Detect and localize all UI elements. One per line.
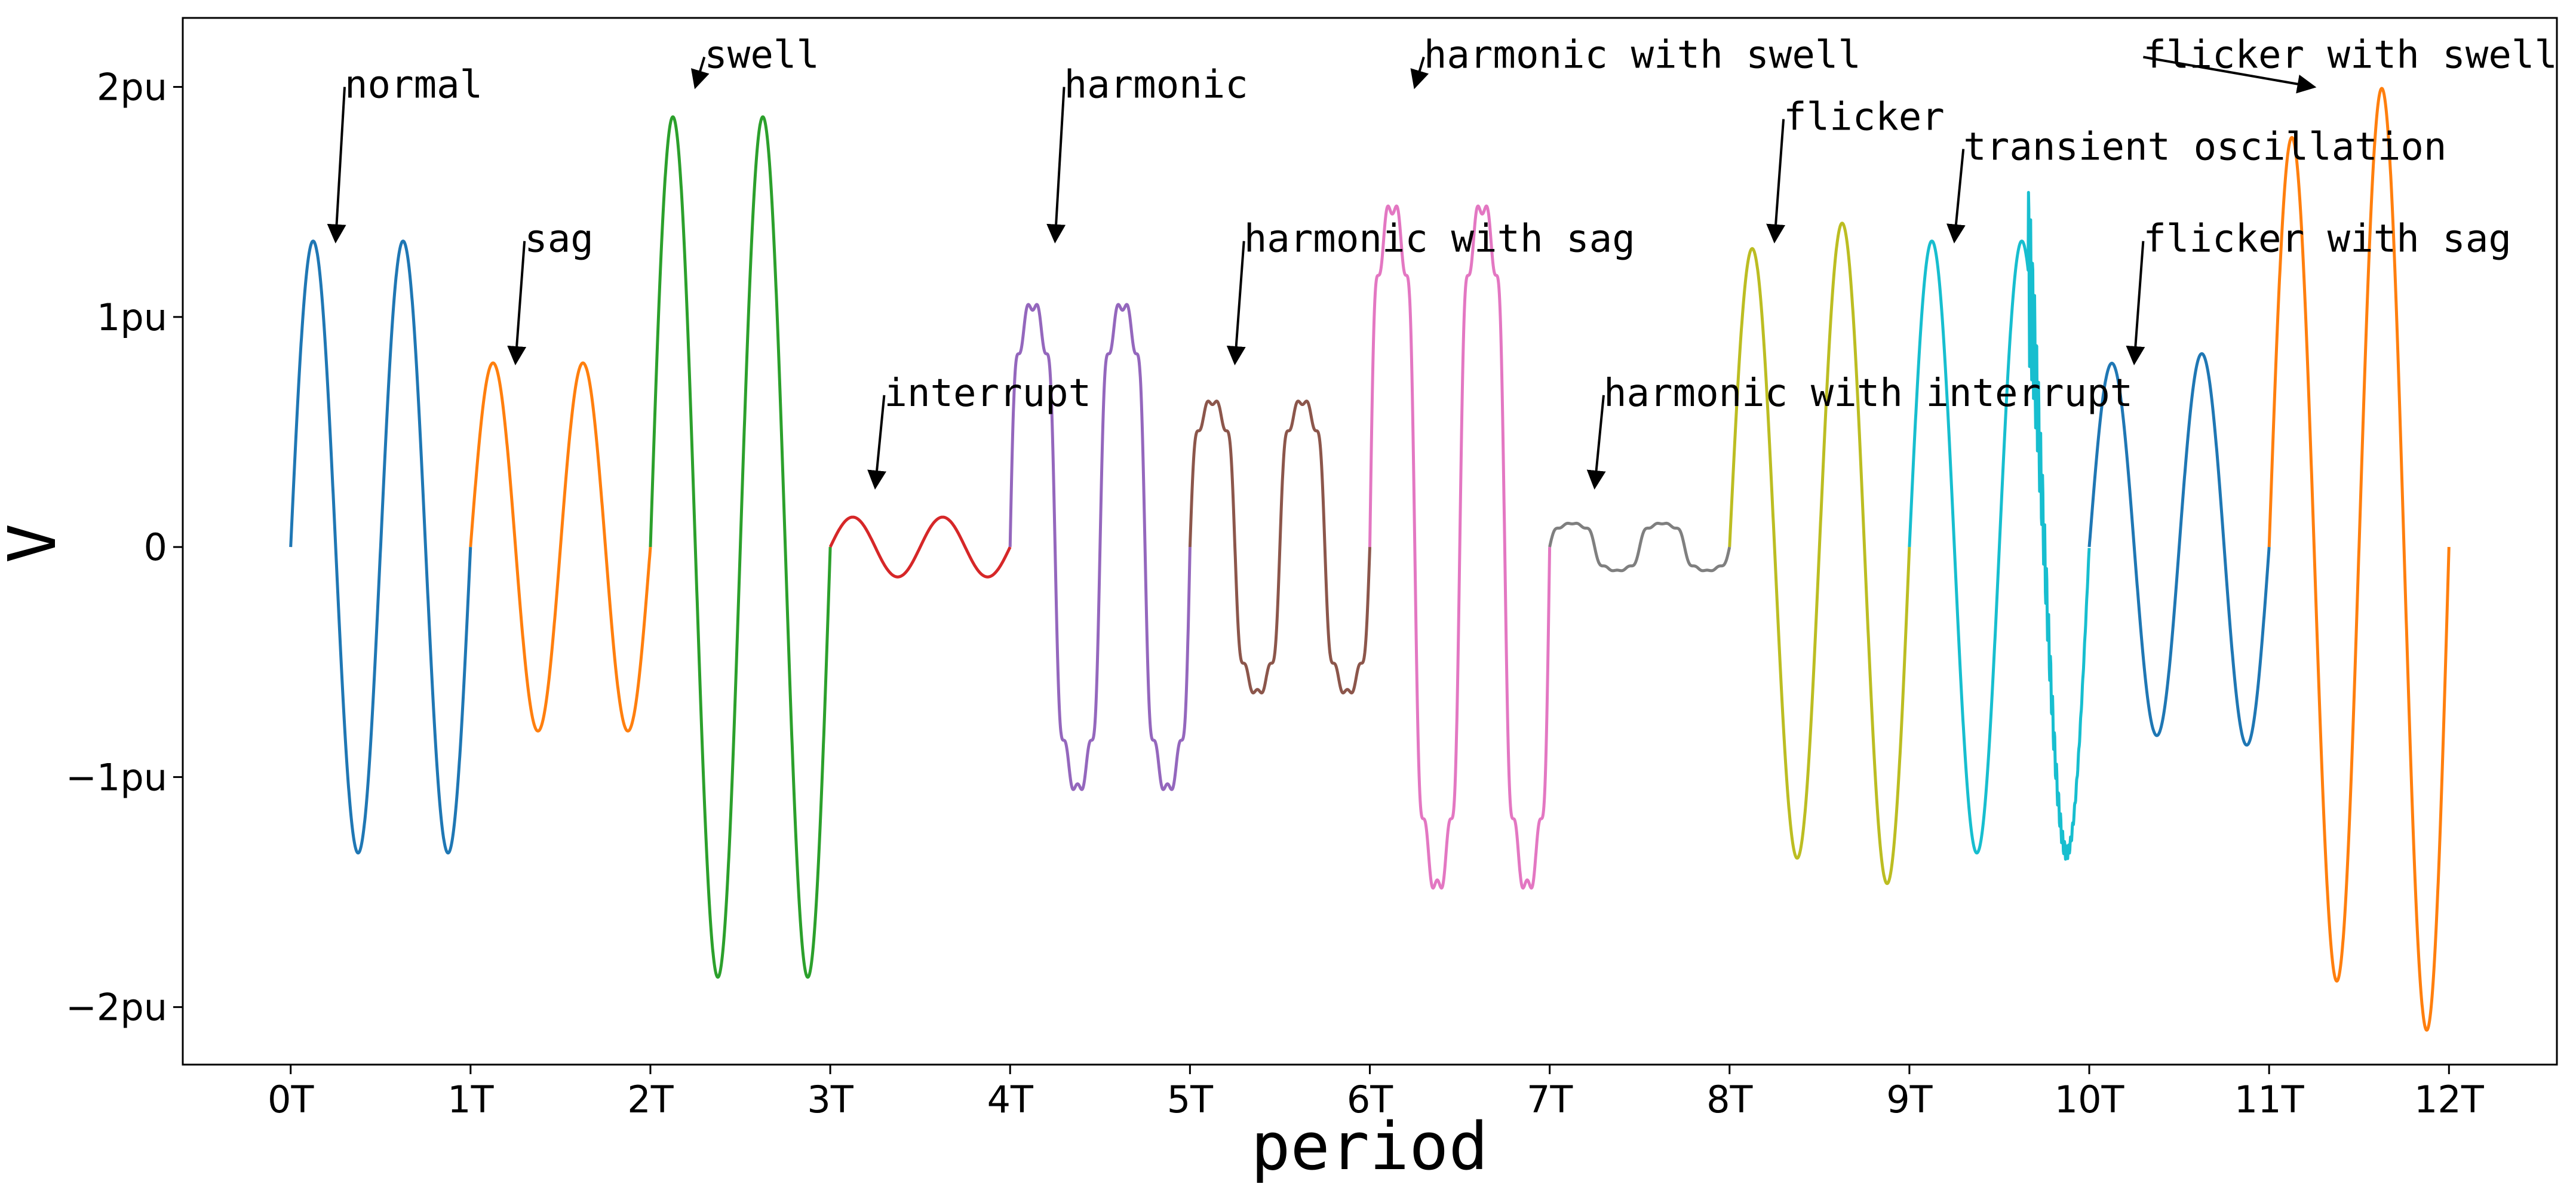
y-tick-label: 1pu bbox=[97, 296, 167, 339]
annotation-label: sag bbox=[524, 217, 594, 262]
annotation-arrow bbox=[327, 87, 346, 244]
y-tick-label: 2pu bbox=[97, 66, 167, 109]
x-tick-label: 9T bbox=[1886, 1078, 1933, 1121]
annotation-arrow bbox=[1766, 119, 1786, 244]
series-line-9 bbox=[1908, 190, 2091, 861]
x-tick-label: 1T bbox=[447, 1078, 494, 1121]
annotation-layer: normal sag swell interrupt harmonic harmonic … bbox=[327, 33, 2557, 490]
annotation-label: harmonic with sag bbox=[1244, 217, 1635, 262]
y-tick-label: −2pu bbox=[66, 986, 167, 1029]
x-tick-label: 3T bbox=[807, 1078, 853, 1121]
annotation-label: interrupt bbox=[884, 371, 1091, 416]
x-tick-label: 0T bbox=[268, 1078, 314, 1121]
series-line-3 bbox=[828, 515, 1012, 579]
annotation-label: harmonic with swell bbox=[1424, 33, 1861, 77]
x-axis-ticks: 0T 1T 2T 3T 4T 5T 6T 7T 8T 9T 10T 11T 12T bbox=[268, 1065, 2485, 1121]
y-axis-title: V bbox=[0, 524, 70, 563]
annotation-arrow bbox=[1946, 149, 1966, 244]
annotation-label: flicker bbox=[1783, 96, 1945, 140]
x-tick-label: 5T bbox=[1167, 1078, 1214, 1121]
x-tick-label: 2T bbox=[627, 1078, 674, 1121]
annotation-arrow bbox=[2143, 56, 2317, 94]
annotation-arrow bbox=[1586, 395, 1606, 490]
series-line-2 bbox=[649, 115, 832, 979]
series-line-6 bbox=[1368, 204, 1552, 890]
annotation-arrow bbox=[867, 395, 887, 490]
series-line-8 bbox=[1728, 222, 1911, 885]
series-layer bbox=[289, 87, 2451, 1032]
annotation-arrow bbox=[690, 56, 710, 90]
series-line-11 bbox=[2267, 87, 2451, 1032]
annotation-label: normal bbox=[345, 63, 483, 107]
series-line-7 bbox=[1548, 521, 1731, 573]
x-tick-label: 10T bbox=[2055, 1078, 2125, 1121]
y-tick-label: 0 bbox=[144, 525, 167, 569]
series-line-1 bbox=[469, 361, 652, 733]
annotation-label: harmonic with interrupt bbox=[1604, 371, 2133, 416]
series-line-0 bbox=[289, 239, 472, 854]
annotation-arrow bbox=[1046, 87, 1066, 244]
annotation-arrow bbox=[2126, 241, 2145, 365]
y-axis-ticks: −2pu −1pu 0 1pu 2pu bbox=[66, 66, 183, 1029]
x-tick-label: 6T bbox=[1347, 1078, 1393, 1121]
annotation-label: swell bbox=[704, 33, 819, 77]
annotation-arrow bbox=[507, 241, 527, 365]
series-line-10 bbox=[2087, 352, 2271, 747]
series-line-5 bbox=[1188, 399, 1371, 694]
annotation-arrow bbox=[1410, 56, 1429, 90]
x-tick-label: 7T bbox=[1527, 1078, 1573, 1121]
x-tick-label: 8T bbox=[1706, 1078, 1753, 1121]
x-tick-label: 4T bbox=[987, 1078, 1034, 1121]
annotation-label: harmonic bbox=[1064, 63, 1248, 107]
annotation-label: transient oscillation bbox=[1963, 125, 2446, 170]
x-tick-label: 12T bbox=[2414, 1078, 2485, 1121]
x-tick-label: 11T bbox=[2234, 1078, 2305, 1121]
annotation-arrow bbox=[1226, 241, 1246, 365]
annotation-label: flicker with swell bbox=[2143, 33, 2557, 77]
series-line-4 bbox=[1008, 303, 1192, 791]
y-tick-label: −1pu bbox=[66, 755, 167, 799]
annotation-label: flicker with sag bbox=[2143, 217, 2511, 262]
x-axis-title: period bbox=[1251, 1108, 1488, 1185]
